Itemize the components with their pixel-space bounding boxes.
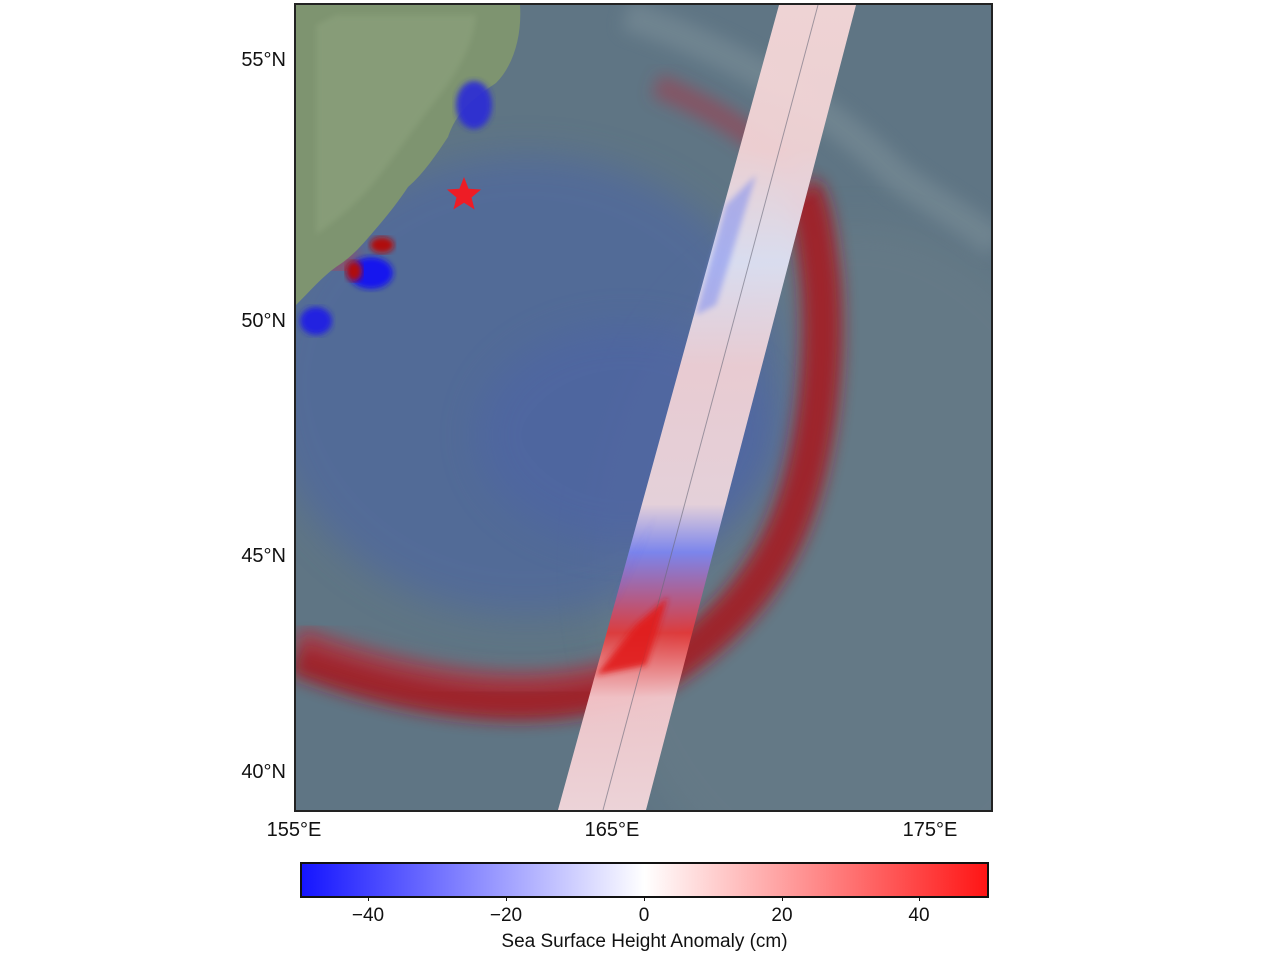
epicenter-star-icon	[446, 177, 482, 210]
lat-tick-55n: 55°N	[241, 49, 286, 71]
coastal-negative-anomaly	[456, 81, 492, 129]
swath-negative-band-2	[696, 175, 756, 315]
colorbar	[300, 862, 989, 898]
lat-tick-50n: 50°N	[241, 310, 286, 332]
satellite-swath-centerline	[602, 5, 819, 810]
swath-positive-band	[596, 597, 668, 675]
aleutian-trench	[621, 5, 991, 256]
swath-negative-band	[610, 510, 658, 610]
colorbar-tick-label: −20	[489, 905, 523, 926]
lat-tick-40n: 40°N	[241, 761, 286, 783]
colorbar-tick-mark	[782, 896, 783, 901]
map-canvas	[296, 5, 991, 810]
colorbar-tick-mark	[368, 896, 369, 901]
colorbar-tick-label: 40	[908, 905, 930, 926]
coastal-negative-anomaly-3	[300, 307, 332, 335]
coastal-positive-anomaly-2	[346, 261, 362, 281]
kamchatka-highlands	[316, 15, 476, 235]
colorbar-tick-mark	[919, 896, 920, 901]
map-panel[interactable]	[294, 3, 993, 812]
colorbar-tick-label: 20	[771, 905, 793, 926]
colorbar-label: Sea Surface Height Anomaly (cm)	[501, 931, 788, 952]
lon-tick-175e: 175°E	[902, 819, 958, 841]
lon-tick-165e: 165°E	[584, 819, 640, 841]
lon-tick-155e: 155°E	[266, 819, 322, 841]
colorbar-tick-mark	[506, 896, 507, 901]
lat-tick-45n: 45°N	[241, 545, 286, 567]
tsunami-wave-front	[296, 178, 843, 721]
colorbar-tick-label: 0	[638, 905, 650, 926]
coastal-positive-anomaly	[370, 237, 394, 253]
colorbar-tick-mark	[644, 896, 645, 901]
colorbar-tick-label: −40	[351, 905, 385, 926]
satellite-swath	[558, 5, 856, 810]
